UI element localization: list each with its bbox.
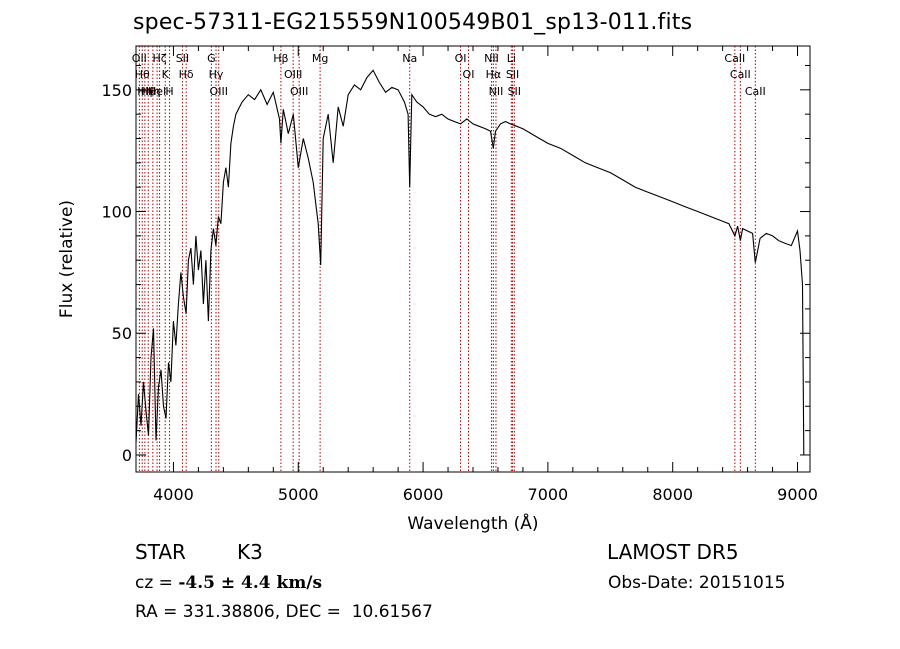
survey-name: LAMOST DR5	[607, 540, 739, 564]
sky-coordinates: RA = 331.38806, DEC = 10.61567	[135, 602, 433, 622]
y-tick-label: 0	[122, 446, 132, 465]
spectral-line-label: G	[207, 52, 216, 65]
cz-prefix: cz =	[135, 573, 179, 593]
spectral-line-label: NII	[484, 52, 499, 65]
x-tick-label: 9000	[777, 485, 818, 504]
spectral-line-label: Hθ	[141, 85, 156, 98]
spectral-line-label: OIII	[290, 85, 308, 98]
spectral-line-label: CaII	[745, 85, 766, 98]
x-axis-label: Wavelength (Å)	[407, 512, 538, 534]
spectral-line-label: Hα	[486, 68, 502, 81]
spectral-subclass: K3	[237, 540, 263, 564]
spectral-line-label: Hη	[145, 85, 160, 98]
spectral-line-markers	[138, 46, 756, 472]
x-tick-label: 7000	[528, 485, 569, 504]
spectral-line-label: OIII	[284, 68, 302, 81]
spectral-line-label: Hθ	[135, 68, 150, 81]
spectral-line-label: Hγ	[209, 68, 224, 81]
spectral-line-label: SII	[508, 85, 521, 98]
spectral-line-label: H	[165, 85, 173, 98]
plot-frame	[135, 45, 811, 473]
spectral-line-label: OI	[455, 52, 467, 65]
spectral-line-label: OI	[463, 68, 475, 81]
spectral-line-label: SII	[176, 52, 189, 65]
spectral-line-label: SII	[506, 68, 519, 81]
redshift-line: cz = -4.5 ± 4.4 km/s	[135, 575, 322, 592]
object-type: STAR	[135, 540, 186, 564]
spectral-line-label: Na	[402, 52, 417, 65]
y-axis-label: Flux (relative)	[57, 200, 77, 318]
axis-ticks: 4000 5000 6000 7000 8000 9000 0 50 100 150	[101, 46, 818, 504]
x-tick-label: 5000	[278, 485, 319, 504]
y-tick-label: 100	[101, 203, 132, 222]
spectral-line-label: NII	[489, 85, 504, 98]
spectral-line-label: Hβ	[273, 52, 288, 65]
spectral-line-label: Hζ	[152, 52, 166, 65]
spectral-line-label: Hδ	[179, 68, 194, 81]
spectral-line-label: K	[162, 68, 170, 81]
x-tick-label: 4000	[153, 485, 194, 504]
spectral-line-label: OII	[132, 52, 147, 65]
x-tick-label: 8000	[652, 485, 693, 504]
spectral-line-labels: OIIHθHηHθHηHeIHζKHSIIHδGHγOIIIHβOIIIOIII…	[132, 52, 766, 98]
spectral-line-label: OIII	[210, 85, 228, 98]
cz-value: -4.5 ± 4.4 km/s	[178, 573, 323, 593]
y-tick-label: 50	[112, 324, 132, 343]
spectral-line-label: CaII	[730, 68, 751, 81]
spectral-line-label: CaII	[724, 52, 745, 65]
spectrum-title: spec-57311-EG215559N100549B01_sp13-011.f…	[133, 10, 693, 35]
observation-date: Obs-Date: 20151015	[608, 573, 786, 593]
spectral-line-label: HeI	[148, 85, 166, 98]
x-tick-label: 6000	[403, 485, 444, 504]
spectral-line-label: Li	[507, 52, 516, 65]
y-tick-label: 150	[101, 81, 132, 100]
spectral-line-label: Hη	[137, 85, 152, 98]
spectrum-trace	[135, 69, 805, 456]
spectral-line-label: Mg	[312, 52, 328, 65]
